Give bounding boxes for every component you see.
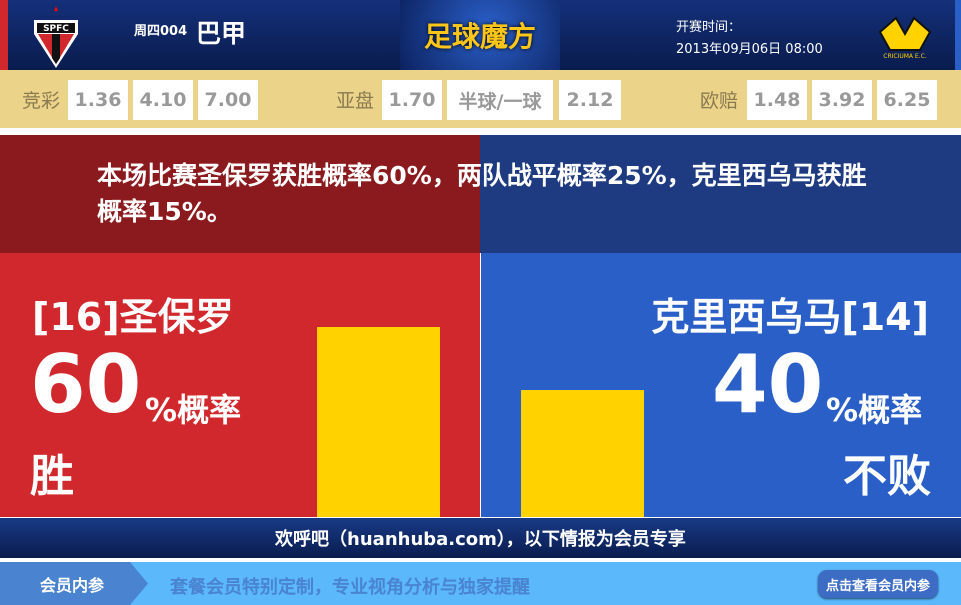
league-name: 巴甲 [196,19,247,48]
odds-value: 4.10 [133,80,193,120]
home-team-logo: SPFC [34,6,78,68]
match-number: 周四004 [134,24,188,39]
away-probability-bar [521,390,644,517]
away-percent: 40 [712,338,824,431]
odds-value: 1.70 [382,80,442,120]
euro-label: 欧赔 [700,90,739,112]
summary-bg-away [480,135,961,253]
odds-value: 1.36 [68,80,128,120]
kickoff-label: 开赛时间： [676,20,742,35]
away-percent-suffix: %概率 [826,391,923,429]
home-color-stripe [0,0,8,70]
view-member-report-button[interactable]: 点击查看会员内参 [818,570,938,598]
away-color-stripe [955,0,961,70]
kickoff-time: 2013年09月06日 08:00 [676,42,823,57]
odds-value: 2.12 [559,80,621,120]
home-team-name: [16]圣保罗 [32,295,234,339]
member-tab[interactable]: 会员内参 [0,562,148,605]
svg-text:CRICIUMA E.C.: CRICIUMA E.C. [883,53,927,60]
brand-logo: 足球魔方 [400,0,560,70]
members-banner: 欢呼吧（huanhuba.com），以下情报为会员专享 [0,518,961,558]
home-probability-bar [317,326,440,517]
asian-label: 亚盘 [336,90,375,112]
home-percent-suffix: %概率 [145,391,242,429]
odds-value: 1.48 [747,80,807,120]
odds-value: 6.25 [877,80,937,120]
odds-bar: 竞彩 1.36 4.10 7.00 亚盘 1.70 半球/一球 2.12 欧赔 … [0,70,961,128]
away-team-logo: CRICIUMA E.C. [878,16,932,60]
odds-value: 7.00 [198,80,258,120]
home-percent: 60 [30,338,142,431]
svg-text:SPFC: SPFC [43,24,69,34]
away-team-name: 克里西乌马[14] [651,295,929,339]
member-strip [0,562,961,605]
member-promo-text: 套餐会员特别定制，专业视角分析与独家提醒 [170,577,530,598]
odds-value: 3.92 [812,80,872,120]
summary-bg-home [0,135,480,253]
home-result: 胜 [30,451,74,502]
odds-value: 半球/一球 [447,80,553,120]
away-result: 不败 [843,451,931,502]
jingcai-label: 竞彩 [22,90,61,112]
prediction-summary: 本场比赛圣保罗获胜概率60%，两队战平概率25%，克里西乌马获胜概率15%。 [97,161,867,226]
